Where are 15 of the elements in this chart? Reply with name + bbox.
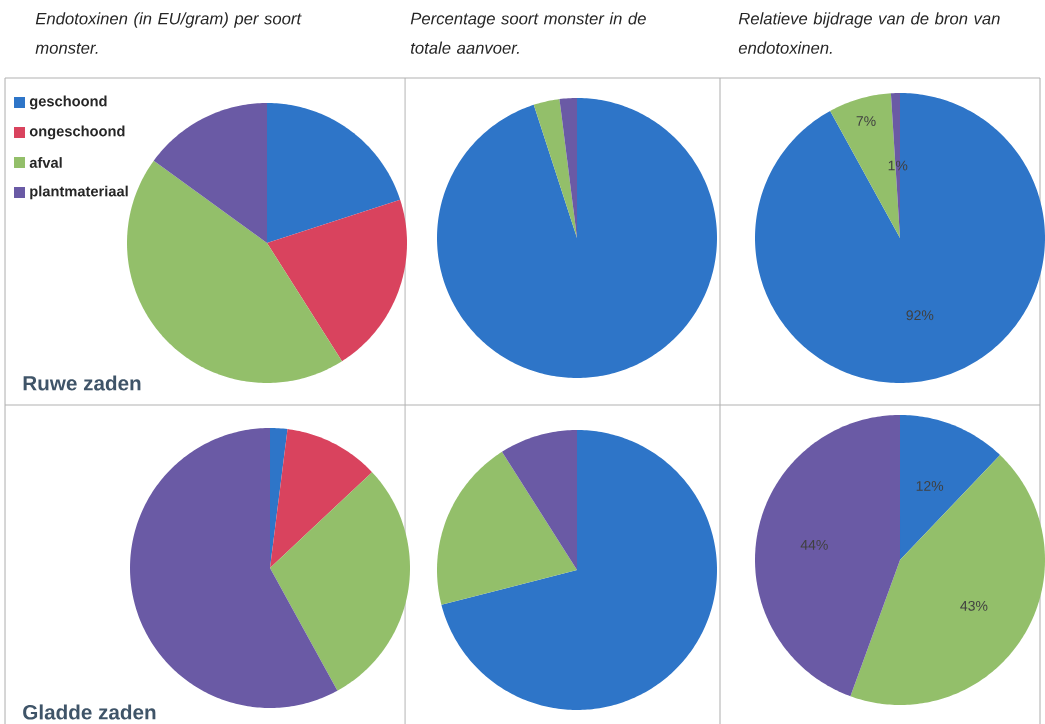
legend-label: plantmateriaal bbox=[30, 185, 128, 200]
data-label: 1% bbox=[888, 160, 908, 171]
chart-title: Percentage soort monster in de totale aanvoer. bbox=[410, 12, 646, 54]
data-label: 12% bbox=[916, 481, 944, 491]
data-label: 44% bbox=[800, 539, 828, 550]
text: Gladde zaden bbox=[23, 704, 156, 720]
legend-label: geschoond bbox=[29, 95, 107, 110]
chart-title: Endotoxinen (in EU/gram) per soort monster. bbox=[35, 12, 302, 54]
legend-label: ongeschoond bbox=[29, 125, 125, 140]
data-label: 92% bbox=[906, 310, 934, 321]
legend-label: afval bbox=[29, 157, 62, 168]
chart-title: Relatieve bijdrage van de bron van endotoxinen. bbox=[738, 12, 1000, 54]
text: Ruwe zaden bbox=[23, 375, 141, 391]
data-label: 7% bbox=[856, 116, 876, 126]
data-label: 43% bbox=[960, 600, 988, 611]
